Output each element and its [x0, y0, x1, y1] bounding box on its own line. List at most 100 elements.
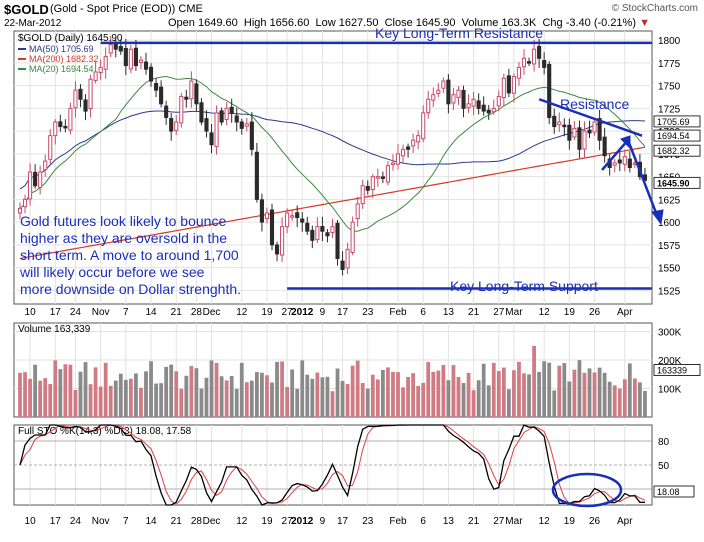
volume-bar [128, 378, 133, 417]
candle-body [305, 222, 310, 232]
x-tick-label: 27 [282, 516, 294, 527]
volume-bar [345, 383, 350, 417]
volume-bar [315, 372, 320, 417]
volume-bar [144, 371, 148, 417]
volume-bar [426, 362, 431, 417]
price-tag-label: 1705.69 [657, 117, 690, 127]
candle-body [395, 153, 401, 165]
y-tick-label: 1750 [658, 82, 681, 93]
candle-body [58, 121, 63, 128]
volume-bar [93, 367, 98, 417]
volume-bar [612, 385, 617, 417]
candle-body [53, 121, 58, 137]
candle-body [390, 162, 396, 165]
volume-bar [643, 390, 647, 417]
volume-bar [204, 377, 209, 417]
candle-body [38, 171, 43, 188]
price-tag [653, 115, 701, 128]
candle-body [280, 226, 285, 256]
x-tick-label: 21 [171, 307, 183, 318]
candle-body [461, 89, 466, 109]
x-tick-label: 12 [236, 516, 248, 527]
candle-body [521, 57, 527, 68]
analysis-note-line: more downside on Dollar strenghth. [20, 281, 241, 297]
ma200-line [19, 146, 646, 260]
volume-bar [537, 371, 542, 417]
candle-body [224, 107, 229, 120]
volume-bar [375, 379, 380, 417]
volume-bar [285, 386, 290, 417]
candle-body [133, 47, 138, 67]
candle-body [360, 185, 365, 205]
volume-bar [290, 369, 295, 417]
candle-body [476, 100, 481, 109]
candle-body [335, 222, 340, 259]
volume-bar [300, 360, 305, 417]
candle-body [73, 89, 78, 109]
candle-body [400, 148, 406, 157]
volume-bar [582, 372, 587, 417]
candle-body [48, 135, 53, 160]
volume-bar [481, 363, 486, 417]
candle-body [325, 232, 330, 237]
volume-bar [517, 361, 521, 417]
volume-bar [501, 367, 506, 417]
volume-bar [416, 385, 421, 417]
ma50-line [19, 110, 646, 190]
candle-body [350, 221, 355, 253]
sto-tag-label: 18.08 [657, 487, 680, 497]
candle-body [380, 176, 385, 179]
projection-arrowhead-up [620, 135, 631, 150]
candle-body [290, 215, 295, 218]
volume-bar [234, 388, 239, 417]
volume-bar [602, 372, 607, 417]
volume-bar [476, 380, 481, 417]
volume-bar [496, 371, 501, 417]
candle-body [295, 212, 300, 219]
candle-body [491, 107, 496, 113]
volume-bar [139, 387, 143, 417]
volume-bar [98, 386, 103, 417]
candle-body [269, 209, 275, 246]
analysis-note-line: short term. A move to around 1,700 [20, 247, 239, 263]
volume-bar [63, 364, 68, 417]
volume-bar [562, 363, 567, 417]
volume-bar [355, 360, 360, 417]
x-tick-label: Mar [505, 516, 523, 527]
volume-bar [88, 384, 93, 417]
volume-bar [224, 380, 229, 417]
volume-bar [340, 380, 345, 417]
x-tick-label: 14 [145, 516, 157, 527]
volume-bar [592, 372, 597, 417]
candle-body [199, 102, 204, 123]
candle-body [602, 136, 607, 157]
x-tick-label: Nov [92, 307, 110, 318]
volume-bar [330, 391, 335, 417]
candle-body [411, 139, 416, 147]
candle-body [486, 109, 491, 114]
candle-body [552, 115, 557, 128]
volume-bar [391, 371, 395, 417]
candle-body [254, 151, 259, 200]
volume-bar [149, 361, 153, 417]
x-tick-label: Apr [617, 516, 633, 527]
x-tick-label: Feb [389, 307, 407, 318]
candle-body [118, 46, 123, 52]
candle-body [345, 248, 350, 269]
y-tick-label: 1625 [658, 195, 681, 206]
volume-bar [622, 379, 627, 417]
volume-bar [179, 388, 184, 417]
volume-bar [23, 372, 27, 417]
x-tick-label: 17 [337, 516, 349, 527]
volume-bar [199, 388, 204, 417]
y-tick-label: 1800 [658, 36, 681, 47]
volume-bar [229, 375, 234, 417]
candle-body [557, 121, 562, 126]
volume-bar [506, 389, 511, 417]
price-tag-label: 1682.32 [657, 146, 690, 156]
x-tick-label: 9 [320, 307, 326, 318]
volume-bar [617, 388, 622, 417]
volume-tag [653, 364, 701, 376]
